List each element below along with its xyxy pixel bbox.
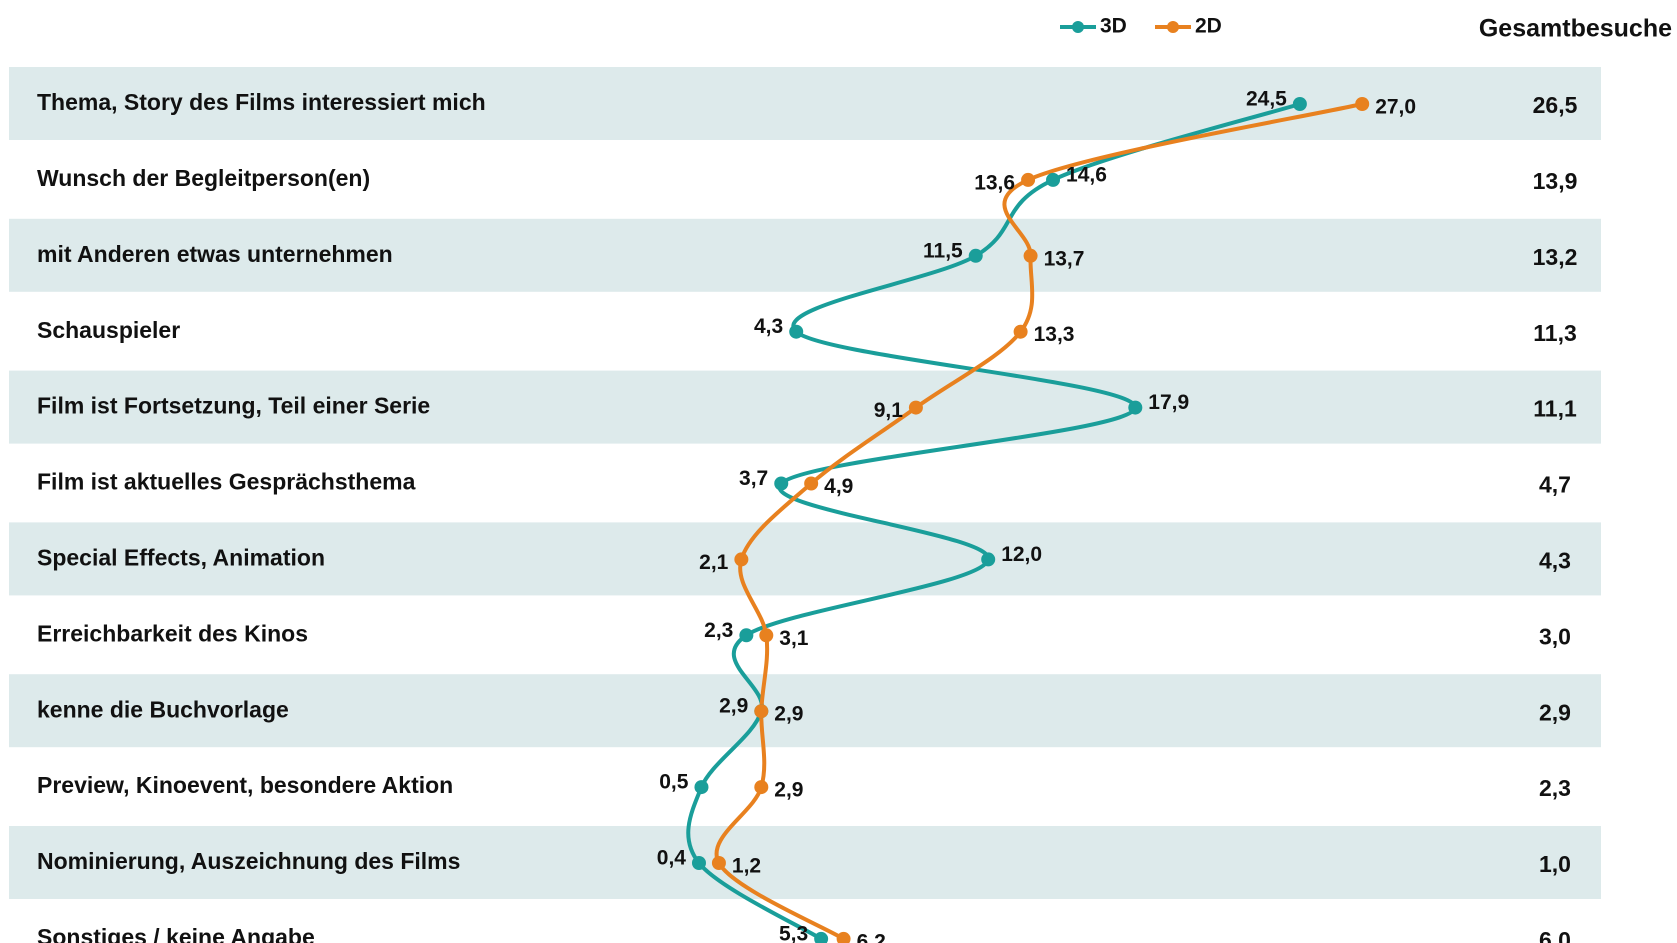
value-label: 13,6	[974, 171, 1015, 194]
series-dot	[1013, 324, 1028, 339]
series-dot	[739, 628, 754, 643]
series-dot	[789, 324, 804, 339]
category-label: Sonstiges / keine Angabe	[37, 924, 315, 943]
series-dot	[1021, 172, 1036, 187]
series-dot	[968, 248, 983, 263]
value-label: 6,2	[857, 930, 886, 943]
series-dot	[1128, 400, 1143, 415]
category-label: Special Effects, Animation	[37, 544, 325, 570]
row-band	[9, 522, 1601, 596]
series-dot	[1023, 248, 1038, 263]
value-label: 2,9	[719, 695, 748, 718]
value-label: 3,7	[739, 467, 768, 490]
series-dot	[711, 856, 726, 870]
series-dot	[1292, 97, 1307, 111]
total-value: 2,9	[1539, 699, 1571, 725]
total-header: Gesamtbesuche	[1479, 15, 1672, 43]
value-label: 2,1	[699, 551, 729, 574]
total-value: 6,0	[1539, 927, 1571, 943]
total-value: 13,2	[1533, 244, 1578, 270]
category-label: Preview, Kinoevent, besondere Aktion	[37, 772, 453, 798]
total-value: 11,3	[1533, 320, 1577, 346]
category-label: Nominierung, Auszeichnung des Films	[37, 848, 460, 874]
category-label: Film ist Fortsetzung, Teil einer Serie	[37, 393, 430, 419]
total-value: 13,9	[1533, 168, 1578, 194]
value-label: 2,9	[774, 779, 803, 802]
value-label: 12,0	[1001, 543, 1042, 566]
total-value: 3,0	[1539, 623, 1571, 649]
value-label: 2,3	[704, 619, 733, 642]
series-dot	[774, 476, 789, 491]
series-dot	[691, 856, 706, 870]
category-label: mit Anderen etwas unternehmen	[37, 241, 393, 267]
row-band	[9, 674, 1601, 748]
series-dot	[814, 931, 829, 943]
row-band	[9, 218, 1601, 292]
category-label: Schauspieler	[37, 317, 180, 343]
category-label: Wunsch der Begleitperson(en)	[37, 165, 370, 191]
value-label: 4,3	[754, 315, 783, 338]
series-dot	[754, 704, 769, 719]
total-value: 26,5	[1533, 92, 1578, 118]
value-label: 9,1	[874, 399, 904, 422]
value-label: 14,6	[1066, 163, 1107, 186]
series-dot	[804, 476, 819, 491]
series-dot	[754, 780, 769, 795]
legend-label: 3D	[1100, 15, 1127, 38]
category-label: Erreichbarkeit des Kinos	[37, 620, 308, 646]
value-label: 13,3	[1034, 323, 1075, 346]
value-label: 2,9	[774, 703, 803, 726]
series-dot	[981, 552, 996, 567]
value-label: 27,0	[1375, 96, 1416, 119]
total-value: 11,1	[1533, 396, 1577, 422]
series-dot	[734, 552, 749, 567]
value-label: 0,4	[657, 847, 687, 870]
series-dot	[1046, 172, 1061, 187]
category-label: Film ist aktuelles Gesprächsthema	[37, 469, 416, 495]
value-label: 5,3	[779, 922, 808, 943]
legend-dot	[1072, 21, 1084, 33]
total-value: 1,0	[1539, 851, 1571, 877]
row-band	[9, 67, 1601, 140]
value-label: 17,9	[1148, 391, 1189, 414]
value-label: 0,5	[659, 771, 689, 794]
row-band	[9, 370, 1601, 444]
value-label: 4,9	[824, 475, 853, 498]
series-dot	[908, 400, 923, 415]
value-label: 3,1	[779, 627, 809, 650]
series-dot	[836, 931, 851, 943]
legend-dot	[1167, 21, 1179, 33]
value-label: 24,5	[1246, 88, 1287, 111]
total-value: 4,7	[1539, 472, 1571, 498]
category-label: kenne die Buchvorlage	[37, 696, 289, 722]
category-label: Thema, Story des Films interessiert mich	[37, 89, 486, 115]
series-dot	[694, 780, 709, 795]
value-label: 13,7	[1044, 247, 1085, 270]
series-dot	[1355, 97, 1370, 111]
legend-label: 2D	[1195, 15, 1222, 38]
row-band	[9, 826, 1601, 899]
total-value: 4,3	[1539, 547, 1571, 573]
total-value: 2,3	[1539, 775, 1571, 801]
value-label: 11,5	[923, 239, 963, 262]
series-dot	[759, 628, 774, 643]
value-label: 1,2	[732, 855, 761, 878]
